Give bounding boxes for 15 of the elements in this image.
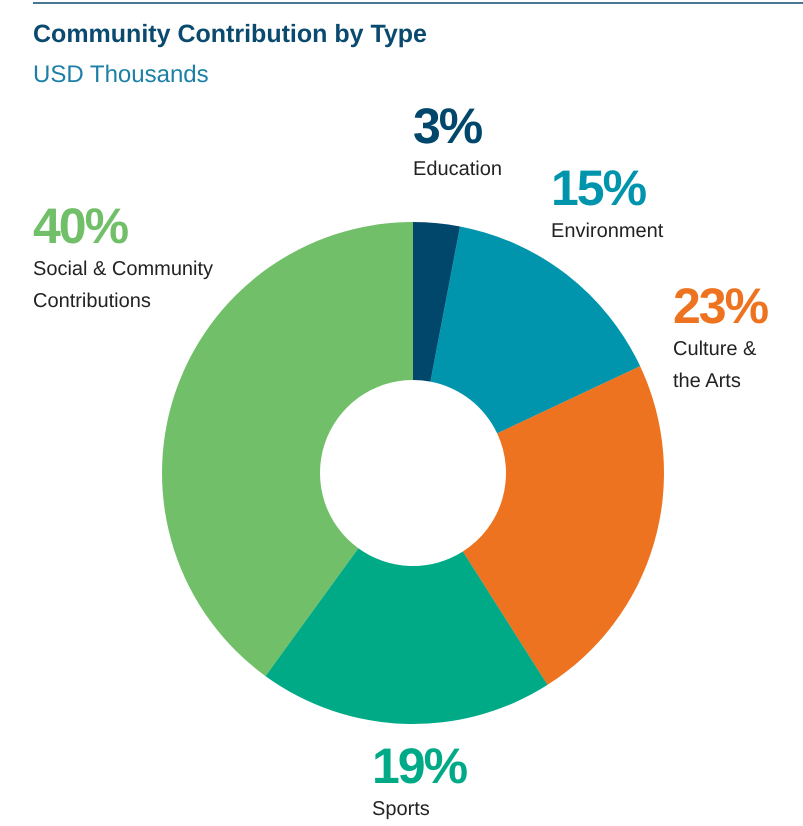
data-label: 40% [33,198,129,254]
chart-title: Community Contribution by Type [33,20,428,48]
slice-label: Social & Community Contributions [33,258,214,312]
data-label: 3% [413,98,483,154]
donut-slice [265,548,548,724]
data-label: 19% [372,738,468,794]
donut-slice [413,222,460,382]
data-label: 15% [551,160,647,216]
chart-subtitle: USD Thousands [33,61,209,88]
slice-label: Sports [372,798,430,820]
donut-slice [462,366,664,685]
data-label: 23% [673,278,769,334]
slice-label: Education [413,158,502,180]
slice-label: Culture & the Arts [673,338,758,392]
slice-label: Environment [551,220,664,242]
